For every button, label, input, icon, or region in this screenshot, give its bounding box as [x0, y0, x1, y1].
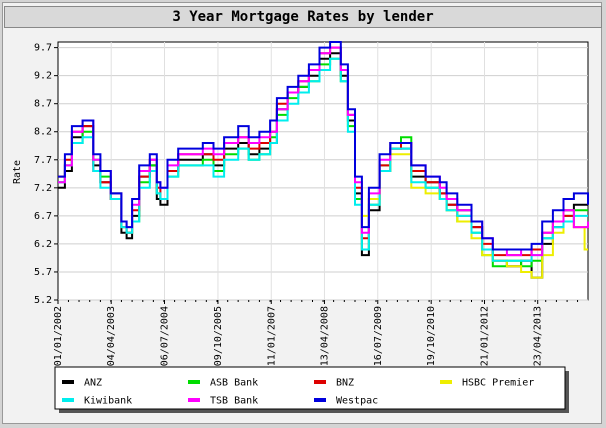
- y-tick-label: 6.7: [34, 211, 52, 222]
- legend-label: TSB Bank: [210, 396, 258, 407]
- x-tick-label: 19/10/2010: [426, 306, 437, 366]
- y-tick-label: 8.7: [34, 99, 52, 110]
- legend-label: ANZ: [84, 378, 102, 389]
- chart-title: 3 Year Mortgage Rates by lender: [4, 6, 602, 28]
- y-axis-label: Rate: [12, 160, 23, 184]
- y-tick-label: 5.2: [34, 295, 52, 306]
- legend-label: BNZ: [336, 378, 354, 389]
- series-line-westpac: [58, 41, 589, 251]
- y-tick-label: 8.2: [34, 127, 52, 138]
- y-tick-label: 9.7: [34, 43, 52, 54]
- x-tick-label: 16/07/2009: [373, 306, 384, 366]
- series-line-kiwibank: [58, 57, 588, 262]
- x-tick-label: 09/10/2005: [213, 306, 224, 366]
- y-tick-label: 9.2: [34, 71, 52, 82]
- series-lines: [58, 41, 589, 279]
- x-tick-label: 06/07/2004: [160, 306, 171, 366]
- x-tick-label: 01/01/2002: [53, 306, 64, 366]
- legend-box: [54, 366, 566, 410]
- legend-label: Westpac: [336, 396, 378, 407]
- y-tick-label: 7.2: [34, 183, 52, 194]
- x-tick-label: 04/04/2003: [106, 306, 117, 366]
- axes: 5.2 5.7 6.2 6.7 7.2 7.7 8.2 8.7 9.2 9.7 01/01/2002…: [34, 43, 579, 366]
- y-tick-label: 5.7: [34, 267, 52, 278]
- y-tick-label: 7.7: [34, 155, 52, 166]
- y-tick-label: 6.2: [34, 239, 52, 250]
- legend-label: ASB Bank: [210, 378, 258, 389]
- x-tick-label: 13/04/2008: [319, 306, 330, 366]
- legend-label: Kiwibank: [84, 396, 132, 407]
- legend: ANZ ASB Bank BNZ HSBC Premier Kiwibank TSB Ba…: [54, 366, 569, 413]
- x-tick-label: 21/01/2012: [480, 306, 491, 366]
- x-tick-label: 11/01/2007: [266, 306, 277, 366]
- x-tick-label: 23/04/2013: [533, 306, 544, 366]
- legend-label: HSBC Premier: [462, 378, 534, 389]
